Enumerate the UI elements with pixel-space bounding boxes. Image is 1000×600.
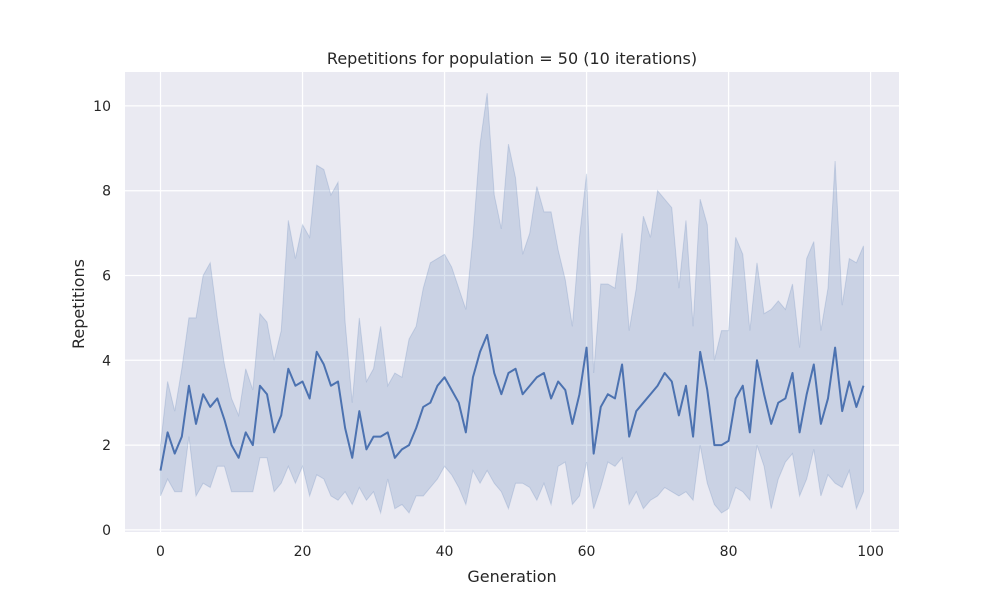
x-tick-label: 60 bbox=[578, 544, 596, 560]
x-tick-label: 80 bbox=[720, 544, 738, 560]
y-tick-label: 0 bbox=[102, 523, 111, 539]
y-tick-label: 6 bbox=[102, 269, 111, 285]
chart-title: Repetitions for population = 50 (10 iter… bbox=[327, 49, 697, 68]
confidence-band bbox=[160, 93, 864, 515]
y-tick-label: 2 bbox=[102, 438, 111, 454]
mean-line-layer bbox=[159, 333, 865, 471]
y-tick-label: 4 bbox=[102, 353, 111, 369]
confidence-band-layer bbox=[160, 93, 864, 515]
grid-lines bbox=[125, 72, 899, 532]
y-tick-label: 10 bbox=[93, 99, 111, 115]
plot-area-background bbox=[125, 72, 899, 532]
mean-line bbox=[159, 333, 865, 471]
x-tick-label: 40 bbox=[436, 544, 454, 560]
x-tick-labels: 0 20 40 60 80 100 bbox=[156, 544, 884, 560]
y-tick-label: 8 bbox=[102, 184, 111, 200]
x-tick-label: 0 bbox=[156, 544, 165, 560]
y-axis-label: Repetitions bbox=[69, 259, 88, 349]
x-tick-label: 20 bbox=[294, 544, 312, 560]
y-tick-labels: 0 2 4 6 8 10 bbox=[93, 99, 111, 539]
x-tick-label: 100 bbox=[857, 544, 884, 560]
x-axis-label: Generation bbox=[467, 567, 556, 586]
